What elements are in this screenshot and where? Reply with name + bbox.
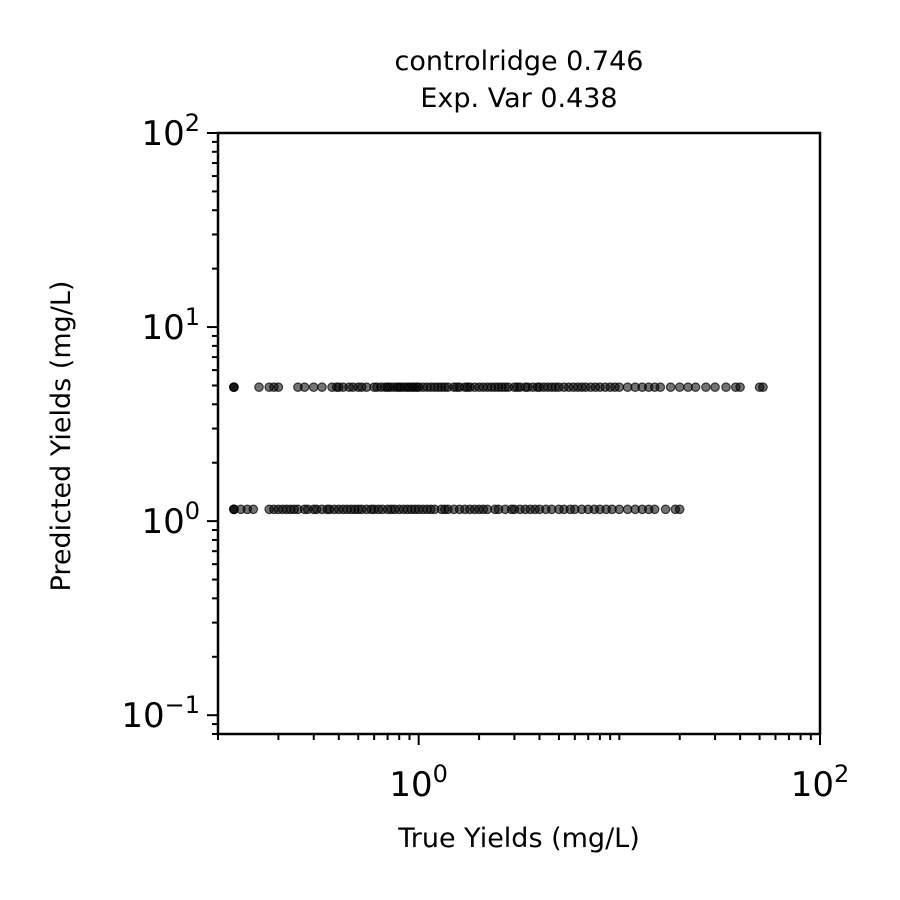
data-point	[665, 382, 676, 392]
data-point	[674, 382, 685, 392]
data-point	[690, 382, 701, 392]
data-point	[229, 382, 239, 392]
axis-ticks: 10−1 100 101 102 100 102	[121, 109, 849, 805]
plot-frame	[216, 131, 822, 736]
data-point	[655, 382, 666, 392]
y-tick-label: 101	[141, 303, 200, 348]
x-tick-label: 100	[389, 760, 448, 805]
data-point	[299, 382, 310, 392]
y-tick-label: 102	[141, 109, 200, 154]
data-point	[614, 504, 625, 515]
y-tick-label: 100	[141, 497, 200, 542]
data-points	[229, 382, 768, 515]
data-point	[721, 382, 731, 392]
data-point	[254, 382, 264, 392]
x-axis-label: True Yields (mg/L)	[397, 823, 640, 854]
data-point	[674, 504, 685, 515]
data-point	[710, 382, 720, 392]
data-point	[735, 382, 745, 392]
y-tick-label: 10−1	[121, 691, 200, 736]
chart-title-line-1: controlridge 0.746	[395, 46, 644, 77]
x-tick-label: 102	[791, 760, 850, 805]
data-point	[248, 504, 259, 515]
data-point	[660, 504, 671, 515]
data-point	[649, 504, 660, 515]
data-point	[614, 382, 625, 392]
data-point	[308, 382, 319, 392]
y-axis-label: Predicted Yields (mg/L)	[46, 281, 77, 592]
data-point	[317, 382, 327, 392]
data-point	[273, 382, 284, 392]
data-point	[701, 382, 711, 392]
data-point	[758, 382, 768, 392]
chart-title-line-2: Exp. Var 0.438	[420, 83, 617, 114]
